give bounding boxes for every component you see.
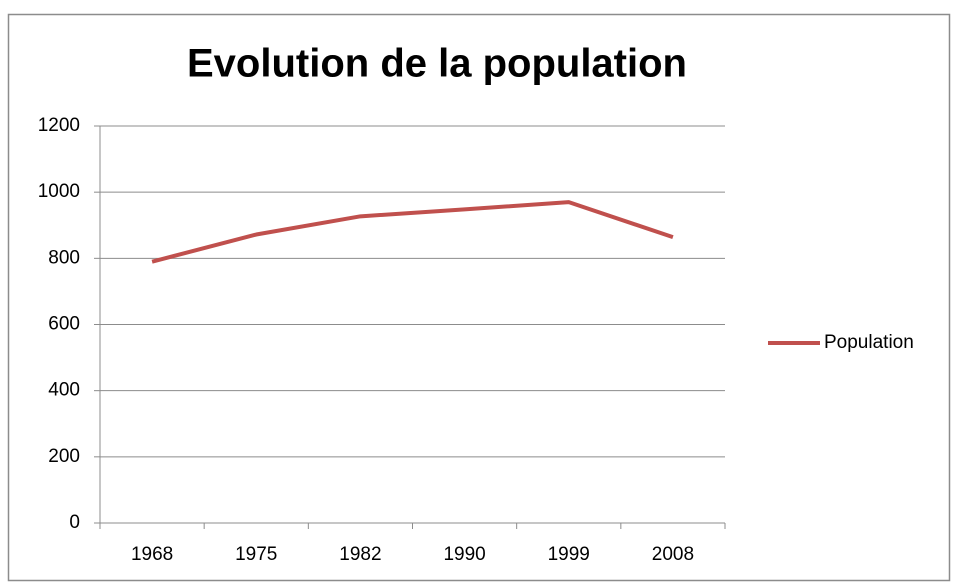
x-tick-label: 1975: [235, 544, 277, 565]
chart-frame: [7, 13, 951, 582]
data-line: [151, 200, 674, 264]
y-tick-label: 200: [48, 446, 80, 467]
x-tick-label: 1982: [339, 544, 381, 565]
x-tick-label: 1968: [131, 544, 173, 565]
y-tick-label: 1000: [38, 181, 80, 202]
x-tick-label: 1990: [443, 544, 485, 565]
y-tick-label: 600: [48, 314, 80, 335]
y-tick-label: 400: [48, 380, 80, 401]
y-tick-label: 0: [69, 512, 80, 533]
legend-label: Population: [824, 332, 914, 353]
x-tick-label: 2008: [652, 544, 694, 565]
x-tick-label: 1999: [548, 544, 590, 565]
y-tick-label: 1200: [38, 115, 80, 136]
chart-title: Evolution de la population: [187, 42, 687, 86]
y-tick-label: 800: [48, 247, 80, 268]
